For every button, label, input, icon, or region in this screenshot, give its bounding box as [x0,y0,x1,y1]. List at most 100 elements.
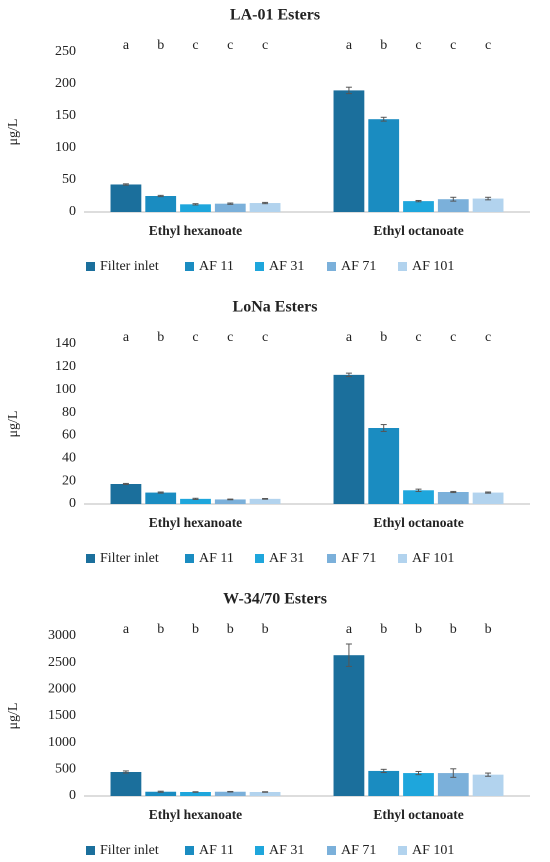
y-tick-label: 80 [62,405,76,420]
significance-letter: c [485,38,491,53]
significance-letter: b [485,622,492,637]
bar [472,492,504,504]
legend-swatch [185,262,194,271]
error-bar [262,791,269,793]
chart-panel: W-34/70 Esters μg/L 0 500 1000 1500 2000 2500 30… [6,591,530,858]
legend-label: Filter inlet [100,843,159,858]
error-bar [227,202,234,205]
y-axis-label: μg/L [6,119,21,146]
y-tick-label: 40 [62,451,76,466]
bar [180,792,211,796]
error-bar [262,201,269,205]
significance-letter: b [380,622,387,637]
legend-swatch [255,554,264,563]
error-bar [450,490,457,494]
x-tick-label: Ethyl octanoate [373,223,463,238]
significance-letter: c [227,38,233,53]
significance-letter: b [450,622,457,637]
legend-label: AF 101 [412,551,454,566]
legend-label: AF 71 [341,259,376,274]
bar [333,655,365,796]
bar [437,492,469,504]
legend-swatch [327,262,336,271]
y-tick-label: 500 [55,762,76,777]
y-tick-label: 1000 [48,735,76,750]
y-tick-label: 100 [55,140,76,155]
y-axis-label: μg/L [6,411,21,438]
legend-label: AF 31 [269,551,304,566]
chart-title: LA-01 Esters [230,7,320,24]
error-bar [380,768,387,774]
legend-label: Filter inlet [100,551,159,566]
bar [437,199,469,212]
error-bar [227,498,234,501]
error-bar [485,196,492,201]
legend-label: AF 31 [269,259,304,274]
error-bar [227,790,234,793]
significance-letter: a [346,330,353,345]
legend-swatch [185,846,194,855]
significance-letter: c [415,38,421,53]
x-tick-label: Ethyl octanoate [373,807,463,822]
bar [249,792,281,796]
significance-letter: c [192,38,198,53]
significance-letter: a [346,38,353,53]
bar [368,428,400,504]
error-bar [122,770,129,774]
bar [145,492,177,504]
y-tick-label: 150 [55,108,76,123]
bar [333,374,365,504]
bar [403,490,434,504]
bar [110,772,142,796]
y-tick-label: 250 [55,44,76,59]
legend-label: AF 11 [199,843,234,858]
y-tick-label: 20 [62,473,76,488]
significance-letter: a [346,622,353,637]
legend-label: AF 101 [412,259,454,274]
chart-panel: LA-01 Esters μg/L 0 50 100 150 200 250 Ethyl hex… [6,7,530,274]
significance-letter: c [450,330,456,345]
bar [472,774,504,796]
error-bar [415,488,422,492]
significance-letter: b [380,38,387,53]
bar [145,791,177,796]
significance-letter: b [262,622,269,637]
significance-letter: b [227,622,234,637]
significance-letter: a [123,330,130,345]
error-bar [345,86,352,95]
chart-title: W-34/70 Esters [223,591,327,608]
bar [214,203,246,212]
x-tick-label: Ethyl hexanoate [149,515,242,530]
bar [249,498,281,504]
error-bar [450,768,457,778]
legend-swatch [86,846,95,855]
significance-letter: c [450,38,456,53]
error-bar [192,203,199,206]
significance-letter: c [415,330,421,345]
bar [249,203,281,212]
bar [368,770,400,796]
error-bar [415,770,422,776]
error-bar [192,497,199,500]
error-bar [122,482,129,486]
significance-letter: a [123,38,130,53]
error-bar [415,199,422,203]
y-tick-label: 60 [62,428,76,443]
bar [214,791,246,796]
bar [333,90,365,212]
x-tick-label: Ethyl hexanoate [149,223,242,238]
legend-label: AF 71 [341,551,376,566]
bar [145,196,177,212]
bar [180,204,211,212]
y-tick-label: 50 [62,172,76,187]
legend-swatch [86,554,95,563]
legend-swatch [327,846,336,855]
bar [437,773,469,796]
error-bar [157,194,164,198]
bar [472,198,504,212]
legend-swatch [86,262,95,271]
y-tick-label: 0 [69,788,76,803]
legend-label: AF 71 [341,843,376,858]
bar [110,484,142,504]
